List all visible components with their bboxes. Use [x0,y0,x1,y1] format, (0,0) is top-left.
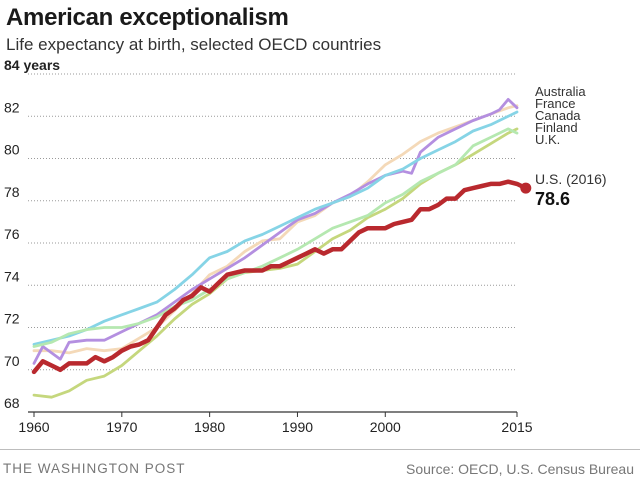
legend-label: U.K. [535,132,560,147]
y-tick-label: 76 [4,226,20,242]
chart-subtitle: Life expectancy at birth, selected OECD … [6,35,382,54]
chart-title: American exceptionalism [6,4,289,31]
y-tick-label: 84 years [4,57,60,73]
footer-divider [0,449,640,450]
series-line-u-s [31,179,529,375]
us-annotation-label: U.S. (2016) [535,171,607,187]
line-chart: 68 70 72 74 76 78 80 82 84 years 1960 1970 1980 199… [4,57,607,435]
x-tick-label: 1960 [18,419,49,435]
y-tick-label: 74 [4,268,20,284]
series-line-france [32,98,519,365]
x-tick-label: 2000 [370,419,401,435]
y-tick-labels: 68 70 72 74 76 78 80 82 84 years [4,57,60,411]
series-line-u-k [32,127,519,348]
y-tick-label: 80 [4,142,20,158]
y-tick-label: 68 [4,395,20,411]
y-tick-label: 82 [4,99,20,115]
y-tick-label: 70 [4,353,20,369]
legend-label: Australia [535,84,586,99]
us-annotation-value: 78.6 [535,189,570,209]
x-tick-label: 2015 [501,419,532,435]
us-endpoint-dot [520,182,532,194]
legend-label: Canada [535,108,581,123]
x-tick-label: 1980 [194,419,225,435]
x-tick-label: 1970 [106,419,137,435]
series-line-canada [32,110,519,346]
publisher-credit: THE WASHINGTON POST [3,461,186,476]
x-tick-labels: 1960 1970 1980 1990 2000 2015 [18,412,533,435]
series-lines [31,98,529,399]
legend-label: Finland [535,120,578,135]
x-tick-label: 1990 [282,419,313,435]
y-tick-label: 78 [4,184,20,200]
y-tick-label: 72 [4,311,20,327]
legend-label: France [535,96,575,111]
us-annotation: U.S. (2016) 78.6 [520,171,607,209]
source-note: Source: OECD, U.S. Census Bureau [406,461,634,477]
series-line-australia [32,104,519,355]
